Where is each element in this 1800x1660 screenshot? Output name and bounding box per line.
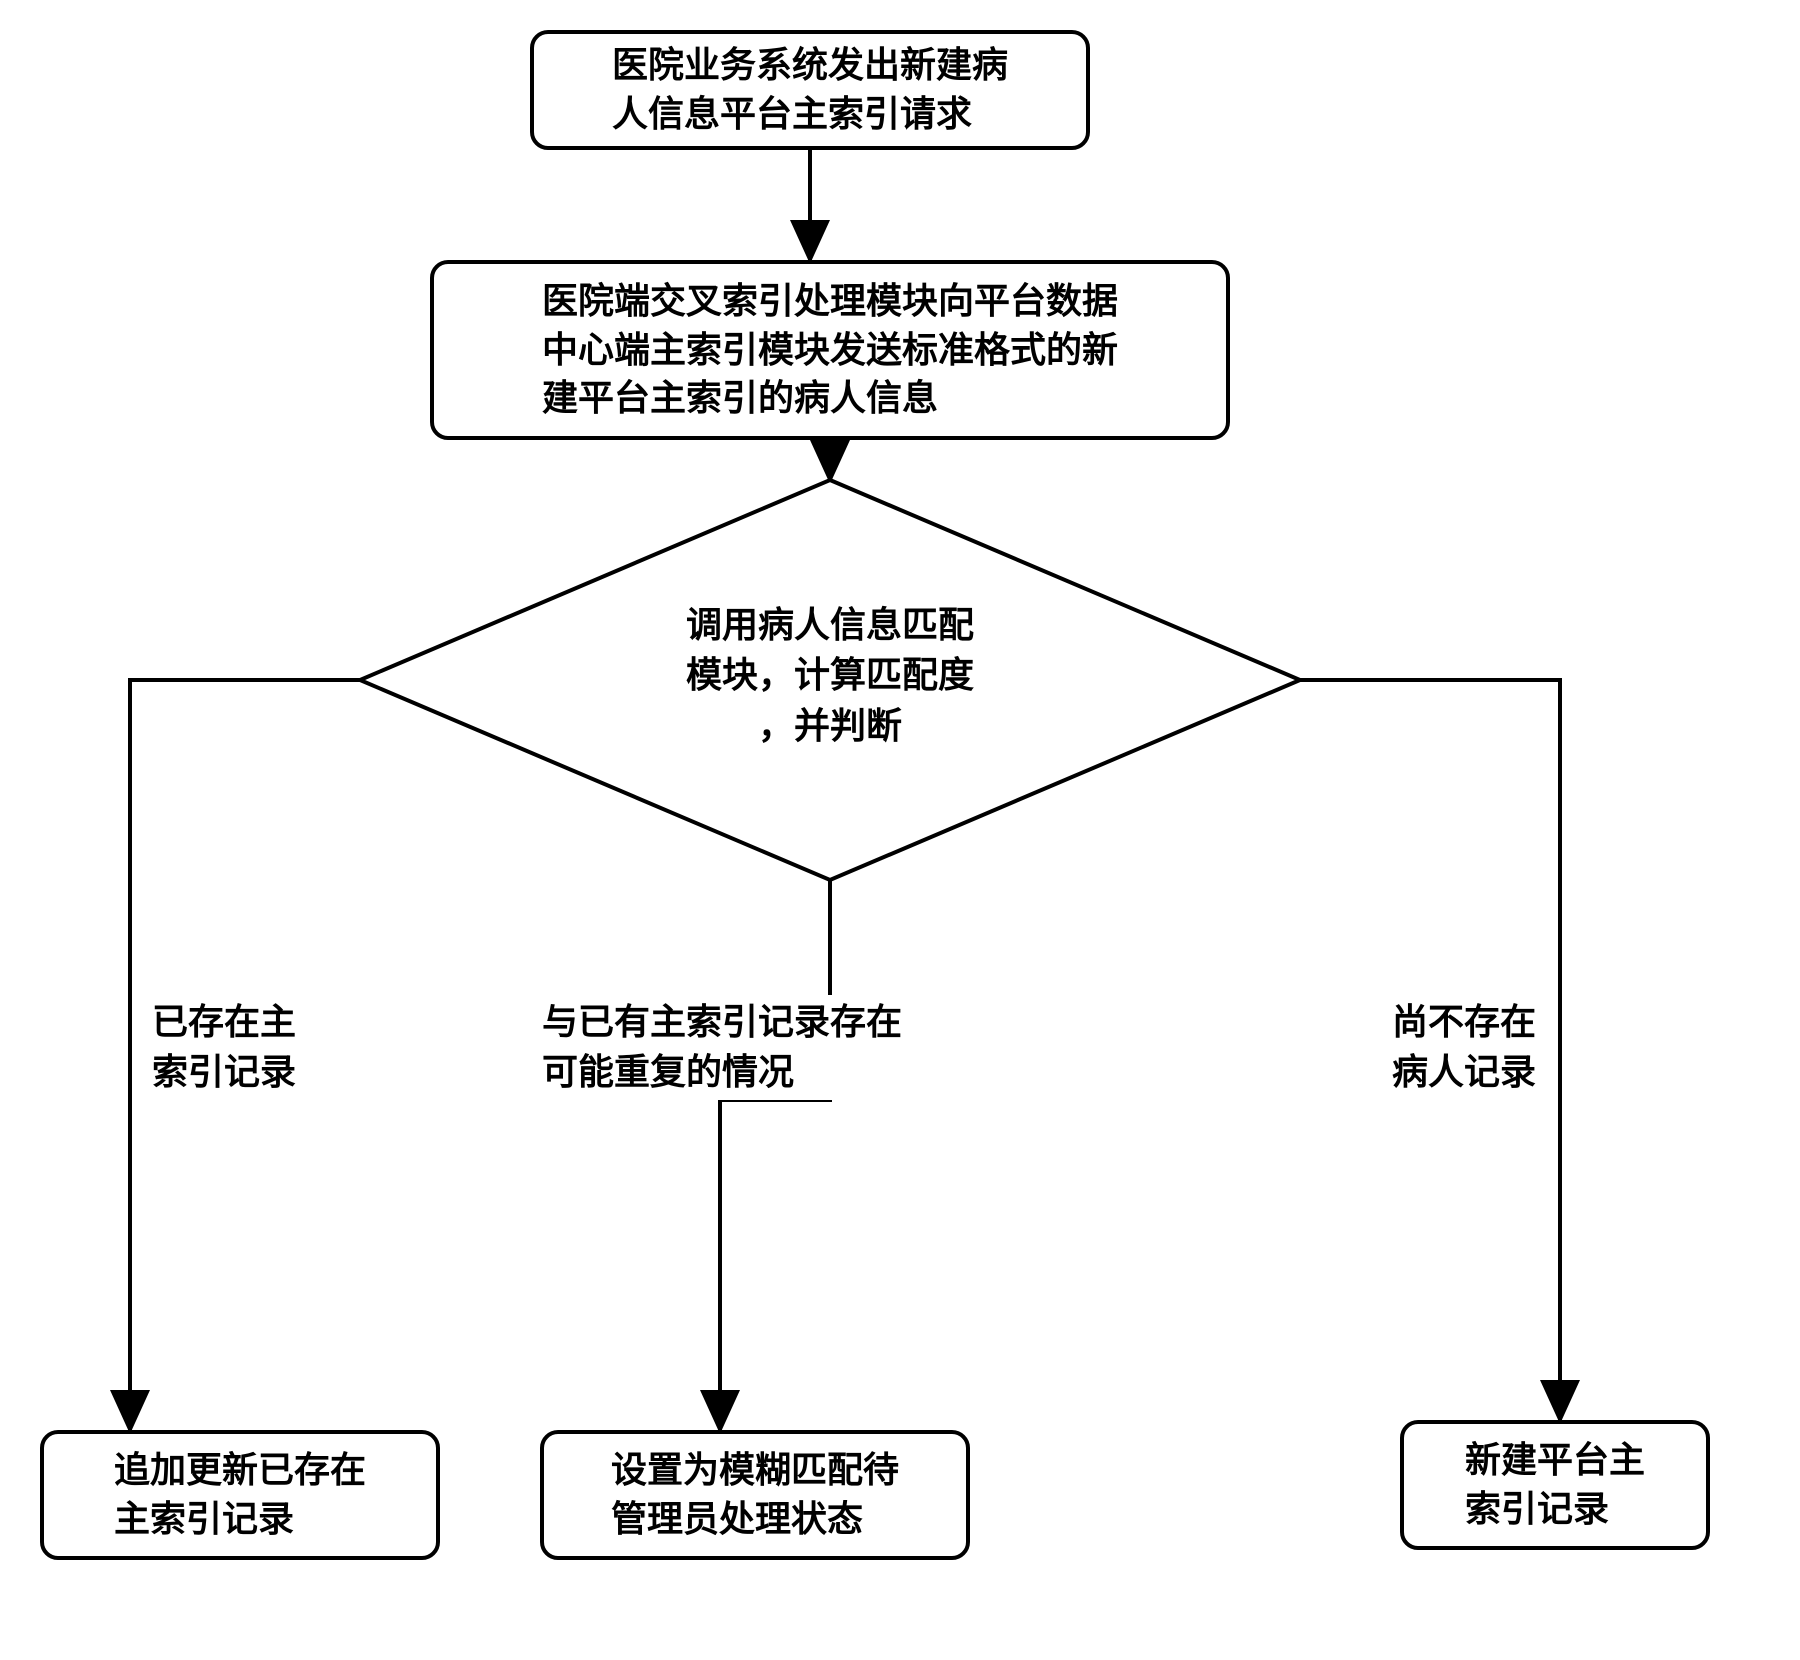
edge-label-not-exists: 尚不存在病人记录 [1390,995,1538,1100]
node-update-existing: 追加更新已存在主索引记录 [40,1430,440,1560]
node-fuzzy-match: 设置为模糊匹配待管理员处理状态 [540,1430,970,1560]
node-start-text: 医院业务系统发出新建病人信息平台主索引请求 [612,41,1008,138]
node-send-info: 医院端交叉索引处理模块向平台数据中心端主索引模块发送标准格式的新建平台主索引的病… [430,260,1230,440]
node-create-new: 新建平台主索引记录 [1400,1420,1710,1550]
node-decision-text: 调用病人信息匹配模块，计算匹配度，并判断 [620,600,1040,751]
edge-label-possible-dup: 与已有主索引记录存在可能重复的情况 [540,995,904,1100]
node-start: 医院业务系统发出新建病人信息平台主索引请求 [530,30,1090,150]
edge-label-exists: 已存在主索引记录 [150,995,298,1100]
flowchart: 医院业务系统发出新建病人信息平台主索引请求 医院端交叉索引处理模块向平台数据中心… [0,0,1800,1660]
node-create-new-text: 新建平台主索引记录 [1465,1436,1645,1533]
node-send-info-text: 医院端交叉索引处理模块向平台数据中心端主索引模块发送标准格式的新建平台主索引的病… [542,277,1118,423]
edges-layer [0,0,1800,1660]
node-update-existing-text: 追加更新已存在主索引记录 [114,1446,366,1543]
node-fuzzy-match-text: 设置为模糊匹配待管理员处理状态 [611,1446,899,1543]
